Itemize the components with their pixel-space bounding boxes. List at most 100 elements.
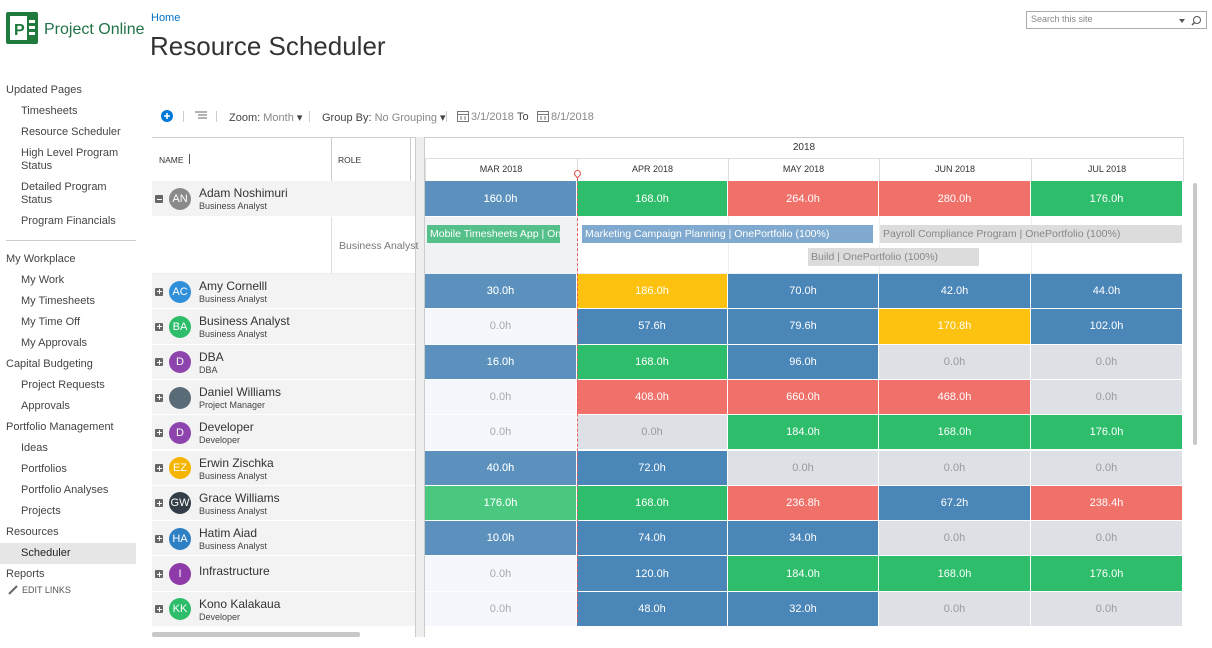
hours-cell[interactable]: 176.0h xyxy=(1031,415,1183,451)
resource-name[interactable]: Developer xyxy=(199,420,254,435)
hours-cell[interactable]: 70.0h xyxy=(728,274,879,310)
hours-cell[interactable]: 102.0h xyxy=(1031,309,1183,345)
hours-cell[interactable]: 660.0h xyxy=(728,379,879,416)
hours-cell[interactable]: 44.0h xyxy=(1031,274,1183,310)
hours-cell[interactable]: 0.0h xyxy=(879,450,1031,486)
nav-item[interactable]: My Work xyxy=(21,274,65,286)
start-date[interactable]: 3/1/2018 xyxy=(471,111,514,123)
hours-cell[interactable]: 120.0h xyxy=(577,556,728,592)
hours-cell[interactable]: 0.0h xyxy=(1031,450,1183,486)
resource-name[interactable]: Erwin Zischka xyxy=(199,455,274,470)
nav-section[interactable]: Portfolio Management xyxy=(6,421,114,433)
hours-cell[interactable]: 57.6h xyxy=(577,309,728,345)
hours-cell[interactable]: 184.0h xyxy=(728,415,879,451)
hours-cell[interactable]: 176.0h xyxy=(425,485,577,522)
hours-cell[interactable]: 468.0h xyxy=(879,379,1031,416)
nav-item[interactable]: High Level Program Status xyxy=(21,147,119,172)
hours-cell[interactable]: 168.0h xyxy=(879,415,1031,451)
hours-cell[interactable]: 30.0h xyxy=(425,274,577,310)
nav-item[interactable]: Projects xyxy=(21,505,61,517)
hours-cell[interactable]: 10.0h xyxy=(425,521,577,557)
add-button[interactable] xyxy=(160,109,176,125)
column-header[interactable]: NAME xyxy=(159,155,184,165)
hours-cell[interactable]: 0.0h xyxy=(425,556,577,592)
edit-links[interactable]: EDIT LINKS xyxy=(22,585,71,595)
hours-cell[interactable]: 186.0h xyxy=(577,274,728,310)
resource-name[interactable]: Business Analyst xyxy=(199,314,290,329)
resource-name[interactable]: Daniel Williams xyxy=(199,384,282,399)
breadcrumb[interactable]: Home xyxy=(151,12,181,24)
nav-item[interactable]: My Approvals xyxy=(21,337,88,349)
nav-section[interactable]: Updated Pages xyxy=(6,84,82,96)
hours-cell[interactable]: 184.0h xyxy=(728,556,879,592)
columns-button[interactable] xyxy=(194,110,208,122)
end-date[interactable]: 8/1/2018 xyxy=(551,111,594,123)
hours-cell[interactable]: 0.0h xyxy=(879,344,1031,380)
hours-cell[interactable]: 16.0h xyxy=(425,344,577,380)
calendar-icon[interactable] xyxy=(457,110,469,122)
nav-section[interactable]: My Workplace xyxy=(6,253,76,265)
hours-cell[interactable]: 168.0h xyxy=(577,181,728,217)
assignment-bar[interactable]: Marketing Campaign Planning | OnePortfol… xyxy=(582,225,873,243)
column-header[interactable]: ROLE xyxy=(338,155,362,165)
hours-cell[interactable]: 0.0h xyxy=(1031,591,1183,627)
nav-item[interactable]: Project Requests xyxy=(21,379,105,391)
hours-cell[interactable]: 236.8h xyxy=(728,485,879,522)
hours-cell[interactable]: 168.0h xyxy=(879,556,1031,592)
hours-cell[interactable]: 238.4h xyxy=(1031,485,1183,522)
hours-cell[interactable]: 176.0h xyxy=(1031,556,1183,592)
nav-item[interactable]: Program Financials xyxy=(21,215,116,227)
assignment-bar[interactable]: Mobile Timesheets App | OnePortfolio (10… xyxy=(427,225,560,243)
hours-cell[interactable]: 0.0h xyxy=(425,309,577,345)
nav-item[interactable]: My Timesheets xyxy=(21,295,95,307)
resource-name[interactable]: DBA xyxy=(199,349,224,364)
hours-cell[interactable]: 48.0h xyxy=(577,591,728,627)
assignment-bar[interactable]: Payroll Compliance Program | OnePortfoli… xyxy=(880,225,1182,243)
calendar-icon[interactable] xyxy=(537,110,549,122)
search-box[interactable]: Search this site xyxy=(1026,11,1207,29)
nav-item[interactable]: My Time Off xyxy=(21,316,81,328)
nav-item[interactable]: Resource Scheduler xyxy=(21,126,121,138)
hours-cell[interactable]: 0.0h xyxy=(577,415,728,451)
resource-name[interactable]: Grace Williams xyxy=(199,490,280,505)
hours-cell[interactable]: 34.0h xyxy=(728,521,879,557)
hours-cell[interactable]: 160.0h xyxy=(425,181,577,217)
nav-item[interactable]: Scheduler xyxy=(0,543,136,564)
hours-cell[interactable]: 96.0h xyxy=(728,344,879,380)
hours-cell[interactable]: 32.0h xyxy=(728,591,879,627)
hours-cell[interactable]: 0.0h xyxy=(1031,379,1183,416)
nav-item[interactable]: Detailed Program Status xyxy=(21,181,107,206)
nav-item[interactable]: Ideas xyxy=(21,442,48,454)
hours-cell[interactable]: 176.0h xyxy=(1031,181,1183,217)
nav-section[interactable]: Resources xyxy=(6,526,59,538)
hours-cell[interactable]: 168.0h xyxy=(577,344,728,380)
nav-item[interactable]: Approvals xyxy=(21,400,70,412)
hours-cell[interactable]: 168.0h xyxy=(577,485,728,522)
nav-item[interactable]: Portfolios xyxy=(21,463,67,475)
hours-cell[interactable]: 264.0h xyxy=(728,181,879,217)
group-control[interactable]: Group By: No Grouping ▾ xyxy=(322,112,446,124)
hours-cell[interactable]: 0.0h xyxy=(879,521,1031,557)
hours-cell[interactable]: 0.0h xyxy=(1031,521,1183,557)
hours-cell[interactable]: 0.0h xyxy=(425,415,577,451)
nav-item[interactable]: Portfolio Analyses xyxy=(21,484,109,496)
nav-section[interactable]: Reports xyxy=(6,568,45,580)
hours-cell[interactable]: 0.0h xyxy=(1031,344,1183,380)
hours-cell[interactable]: 170.8h xyxy=(879,309,1031,345)
nav-item[interactable]: Timesheets xyxy=(21,105,78,117)
hours-cell[interactable]: 79.6h xyxy=(728,309,879,345)
hours-cell[interactable]: 408.0h xyxy=(577,379,728,416)
resource-name[interactable]: Adam Noshimuri xyxy=(199,186,288,200)
hours-cell[interactable]: 40.0h xyxy=(425,450,577,486)
assignment-bar[interactable]: Build | OnePortfolio (100%) xyxy=(808,248,979,266)
hours-cell[interactable]: 67.2h xyxy=(879,485,1031,522)
resource-name[interactable]: Hatim Aiad xyxy=(199,526,258,541)
hours-cell[interactable]: 0.0h xyxy=(425,591,577,627)
hours-cell[interactable]: 280.0h xyxy=(879,181,1031,217)
hours-cell[interactable]: 74.0h xyxy=(577,521,728,557)
hours-cell[interactable]: 0.0h xyxy=(879,591,1031,627)
resource-name[interactable]: Kono Kalakaua xyxy=(199,596,281,611)
zoom-control[interactable]: Zoom: Month ▾ xyxy=(229,112,303,124)
hours-cell[interactable]: 0.0h xyxy=(425,379,577,416)
nav-section[interactable]: Capital Budgeting xyxy=(6,358,93,370)
